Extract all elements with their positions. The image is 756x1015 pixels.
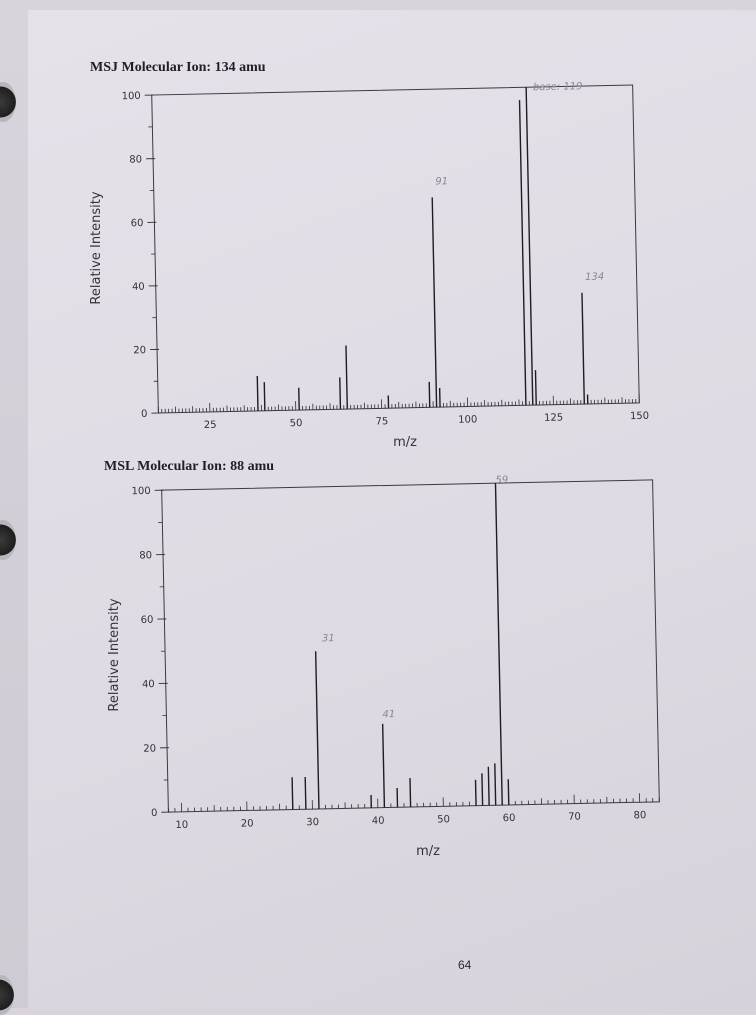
spectrum-peak bbox=[316, 651, 319, 809]
x-tick-label: 20 bbox=[241, 818, 254, 829]
y-tick-label: 0 bbox=[151, 808, 158, 819]
chart-group: 10 20 30 40 50 60 70 80 0 20 40 60 80 100 31 41 59 bbox=[131, 472, 659, 832]
x-tick-label: 50 bbox=[437, 814, 450, 825]
x-tick-label: 60 bbox=[503, 813, 516, 824]
spectrum-peak bbox=[495, 763, 496, 805]
plot-frame bbox=[162, 480, 660, 812]
spectrum-peak bbox=[508, 779, 509, 805]
spectrum-peak bbox=[476, 780, 477, 806]
x-tick-label: 40 bbox=[372, 816, 385, 827]
spectrum-peak bbox=[482, 773, 483, 805]
handwritten-annotation: 31 bbox=[322, 633, 335, 644]
y-tick-label: 20 bbox=[143, 743, 156, 754]
y-axis-label: Relative Intensity bbox=[107, 598, 122, 711]
x-tick-label: 70 bbox=[568, 811, 581, 822]
spectrum-peak bbox=[495, 483, 502, 805]
y-tick-label: 100 bbox=[132, 486, 151, 497]
spectrum-peak bbox=[305, 777, 306, 809]
spectrum-peak bbox=[292, 777, 293, 809]
spectrum-peak bbox=[488, 767, 489, 806]
y-tick-label: 80 bbox=[139, 550, 152, 561]
handwritten-annotation: 59 bbox=[495, 475, 508, 486]
x-tick-label: 80 bbox=[633, 810, 646, 821]
spectrum-peak bbox=[383, 724, 385, 808]
spectrum-peak bbox=[410, 778, 411, 807]
y-tick-label: 40 bbox=[142, 679, 155, 690]
page-number: 64 bbox=[458, 958, 471, 972]
x-axis-label: m/z bbox=[416, 844, 440, 859]
x-tick-label: 30 bbox=[306, 817, 319, 828]
x-tick-label: 10 bbox=[175, 820, 188, 831]
y-tick-label: 60 bbox=[141, 615, 154, 626]
handwritten-annotation: 41 bbox=[382, 709, 395, 720]
